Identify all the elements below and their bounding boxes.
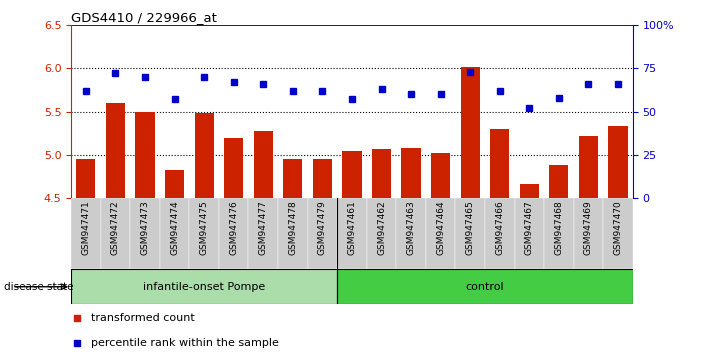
Text: GSM947469: GSM947469 <box>584 200 593 255</box>
Bar <box>195 113 214 198</box>
Text: GSM947463: GSM947463 <box>407 200 415 255</box>
Bar <box>189 198 219 269</box>
Text: transformed count: transformed count <box>91 313 195 323</box>
Bar <box>579 136 598 198</box>
Text: GSM947477: GSM947477 <box>259 200 268 255</box>
Bar <box>165 171 184 198</box>
Bar <box>278 198 308 269</box>
Bar <box>461 67 480 198</box>
Text: GSM947478: GSM947478 <box>289 200 297 255</box>
Bar <box>106 103 125 198</box>
Text: infantile-onset Pompe: infantile-onset Pompe <box>143 282 265 292</box>
Bar <box>396 198 426 269</box>
Bar <box>456 198 485 269</box>
Bar <box>219 198 248 269</box>
Bar <box>283 159 302 198</box>
Text: GSM947464: GSM947464 <box>436 200 445 255</box>
Text: GSM947470: GSM947470 <box>614 200 623 255</box>
Text: GSM947476: GSM947476 <box>229 200 238 255</box>
Text: control: control <box>466 282 504 292</box>
Text: GSM947473: GSM947473 <box>141 200 149 255</box>
Bar <box>402 148 421 198</box>
Bar <box>76 159 95 198</box>
Text: GSM947461: GSM947461 <box>348 200 356 255</box>
Text: GSM947468: GSM947468 <box>555 200 563 255</box>
Bar <box>372 149 391 198</box>
Bar <box>337 269 633 304</box>
Text: GSM947462: GSM947462 <box>377 200 386 255</box>
Bar <box>337 198 367 269</box>
Text: GSM947471: GSM947471 <box>81 200 90 255</box>
Bar <box>520 184 539 198</box>
Bar <box>71 198 101 269</box>
Text: GSM947472: GSM947472 <box>111 200 120 255</box>
Bar <box>490 129 509 198</box>
Bar <box>603 198 633 269</box>
Bar <box>308 198 337 269</box>
Text: GSM947466: GSM947466 <box>496 200 504 255</box>
Text: GSM947467: GSM947467 <box>525 200 534 255</box>
Text: disease state: disease state <box>4 282 73 292</box>
Bar <box>367 198 396 269</box>
Bar <box>426 198 456 269</box>
Bar <box>544 198 574 269</box>
Bar <box>130 198 160 269</box>
Bar <box>224 137 243 198</box>
Bar <box>574 198 603 269</box>
Bar <box>431 153 450 198</box>
Bar <box>101 198 130 269</box>
Bar <box>609 126 628 198</box>
Bar <box>248 198 278 269</box>
Text: GSM947479: GSM947479 <box>318 200 327 255</box>
Text: percentile rank within the sample: percentile rank within the sample <box>91 338 279 348</box>
Text: GSM947475: GSM947475 <box>200 200 208 255</box>
Text: GSM947465: GSM947465 <box>466 200 475 255</box>
Bar <box>550 165 569 198</box>
Bar <box>135 112 154 198</box>
Bar <box>313 159 332 198</box>
Bar <box>515 198 544 269</box>
Bar <box>254 131 273 198</box>
Bar <box>485 198 515 269</box>
Bar <box>71 269 337 304</box>
Text: GDS4410 / 229966_at: GDS4410 / 229966_at <box>71 11 217 24</box>
Bar <box>160 198 189 269</box>
Bar <box>342 150 362 198</box>
Text: GSM947474: GSM947474 <box>170 200 179 255</box>
